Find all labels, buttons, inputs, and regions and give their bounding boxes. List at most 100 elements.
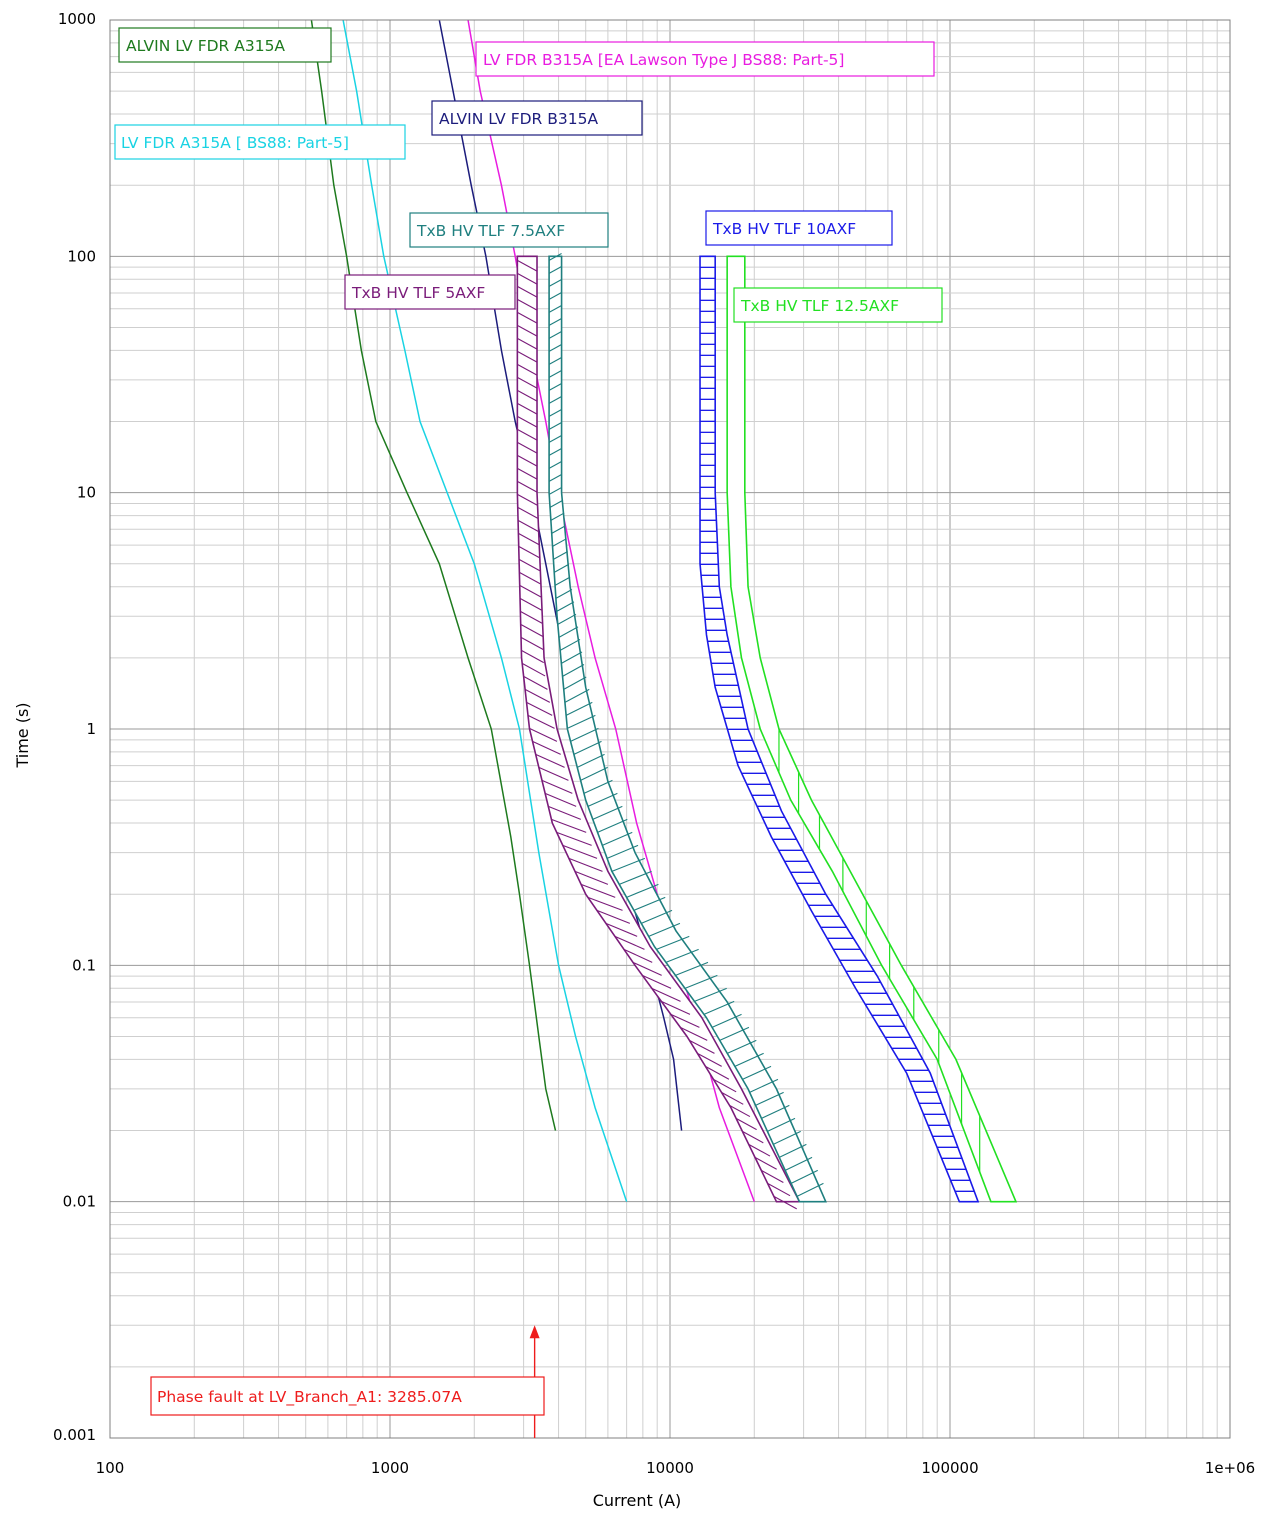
svg-text:TxB HV TLF 7.5AXF: TxB HV TLF 7.5AXF	[416, 222, 565, 240]
hatch-line	[548, 447, 562, 456]
hatch-line	[520, 636, 544, 651]
x-tick-label: 100000	[921, 1459, 978, 1477]
hatch-line	[517, 285, 538, 298]
hatch-line	[559, 638, 581, 651]
curve-0	[310, 20, 557, 1131]
hatch-line	[641, 909, 673, 924]
hatch-line	[596, 909, 631, 924]
band-7	[726, 255, 1018, 1203]
x-tick-label: 100	[96, 1459, 125, 1477]
label-tlf10: TxB HV TLF 10AXF	[705, 210, 893, 246]
hatch-line	[553, 550, 568, 560]
hatch-line	[520, 610, 543, 624]
hatch-line	[517, 402, 538, 415]
hatch-line	[548, 343, 562, 352]
hatch-line	[521, 662, 546, 677]
hatch-line	[548, 421, 562, 430]
hatch-line	[749, 1078, 779, 1093]
curves	[310, 20, 1018, 1210]
hatch-line	[521, 649, 545, 664]
hatch-line	[784, 1156, 813, 1171]
hatch-line	[563, 676, 587, 690]
hatch-line	[519, 584, 542, 598]
hatch-line	[527, 714, 555, 729]
hatch-line	[761, 1169, 784, 1183]
hatch-line	[517, 480, 538, 493]
hatch-line	[548, 317, 562, 326]
hatch-line	[561, 651, 583, 664]
label-alvin-b: ALVIN LV FDR B315A	[431, 100, 643, 136]
label-tlf5: TxB HV TLF 5AXF	[344, 274, 516, 310]
band-outline	[548, 255, 827, 1203]
hatch-line	[517, 363, 538, 376]
hatch-line	[623, 948, 653, 963]
hatch-line	[556, 601, 575, 612]
hatch-line	[564, 688, 590, 703]
hatch-line	[742, 1065, 772, 1080]
hatch-line	[517, 441, 538, 454]
hatch-line	[555, 589, 573, 599]
hatch-line	[670, 1013, 700, 1028]
hatch-line	[541, 779, 573, 794]
hatch-line	[548, 486, 562, 495]
hatch-line	[529, 727, 558, 742]
svg-text:ALVIN LV FDR B315A: ALVIN LV FDR B315A	[439, 110, 598, 128]
band-6	[699, 255, 980, 1203]
hatch-line	[517, 376, 538, 389]
y-tick-label: 1000	[58, 10, 96, 28]
hatch-line	[573, 740, 602, 755]
hatch-line	[719, 1026, 750, 1041]
x-axis-title: Current (A)	[593, 1491, 682, 1510]
hatch-line	[611, 857, 646, 872]
label-lv-a: LV FDR A315A [ BS88: Part-5]	[114, 124, 406, 160]
hatch-line	[524, 688, 551, 703]
hatch-line	[773, 1130, 801, 1145]
hatch-line	[632, 961, 662, 976]
hatch-line	[606, 844, 639, 859]
svg-text:LV FDR B315A [EA Lawson Type J: LV FDR B315A [EA Lawson Type J BS88: Par…	[483, 51, 844, 69]
hatch-line	[711, 1013, 742, 1028]
hatch-line	[721, 1091, 744, 1105]
hatch-line	[592, 805, 623, 820]
hatch-line	[517, 259, 538, 272]
hatch-line	[597, 818, 628, 833]
hatch-line	[548, 369, 562, 378]
hatch-line	[517, 337, 538, 350]
hatch-line	[565, 701, 593, 716]
hatch-line	[602, 831, 633, 846]
hatch-line	[580, 766, 608, 781]
curve-1	[342, 20, 628, 1202]
hatch-line	[735, 1117, 757, 1131]
hatch-line	[518, 545, 540, 559]
hatch-line	[567, 714, 596, 729]
hatch-line	[779, 1143, 807, 1158]
hatch-line	[694, 987, 727, 1002]
hatch-line	[773, 1195, 797, 1210]
hatch-line	[587, 896, 623, 911]
y-tick-label: 0.001	[53, 1426, 96, 1444]
hatch-line	[767, 1182, 791, 1197]
hatch-line	[790, 1169, 818, 1184]
hatch-line	[754, 1156, 777, 1170]
hatch-line	[614, 935, 645, 950]
y-tick-label: 10	[77, 484, 96, 502]
y-tick-label: 1	[86, 720, 96, 738]
hatch-line	[517, 428, 538, 441]
hatch-line	[656, 935, 690, 950]
hatch-line	[748, 1143, 771, 1157]
hatch-line	[551, 525, 566, 534]
hatch-line	[633, 896, 666, 911]
hatch-line	[727, 1039, 757, 1054]
hatch-line	[517, 415, 538, 428]
y-tick-label: 100	[67, 247, 96, 265]
hatch-line	[548, 265, 562, 274]
hatch-line	[523, 675, 548, 690]
hatch-line	[519, 597, 542, 611]
hatch-line	[675, 961, 709, 976]
hatch-line	[680, 1026, 708, 1041]
label-lv-b: LV FDR B315A [EA Lawson Type J BS88: Par…	[475, 41, 935, 77]
hatch-line	[605, 922, 638, 937]
hatch-line	[583, 779, 613, 794]
x-tick-label: 1e+06	[1205, 1459, 1255, 1477]
